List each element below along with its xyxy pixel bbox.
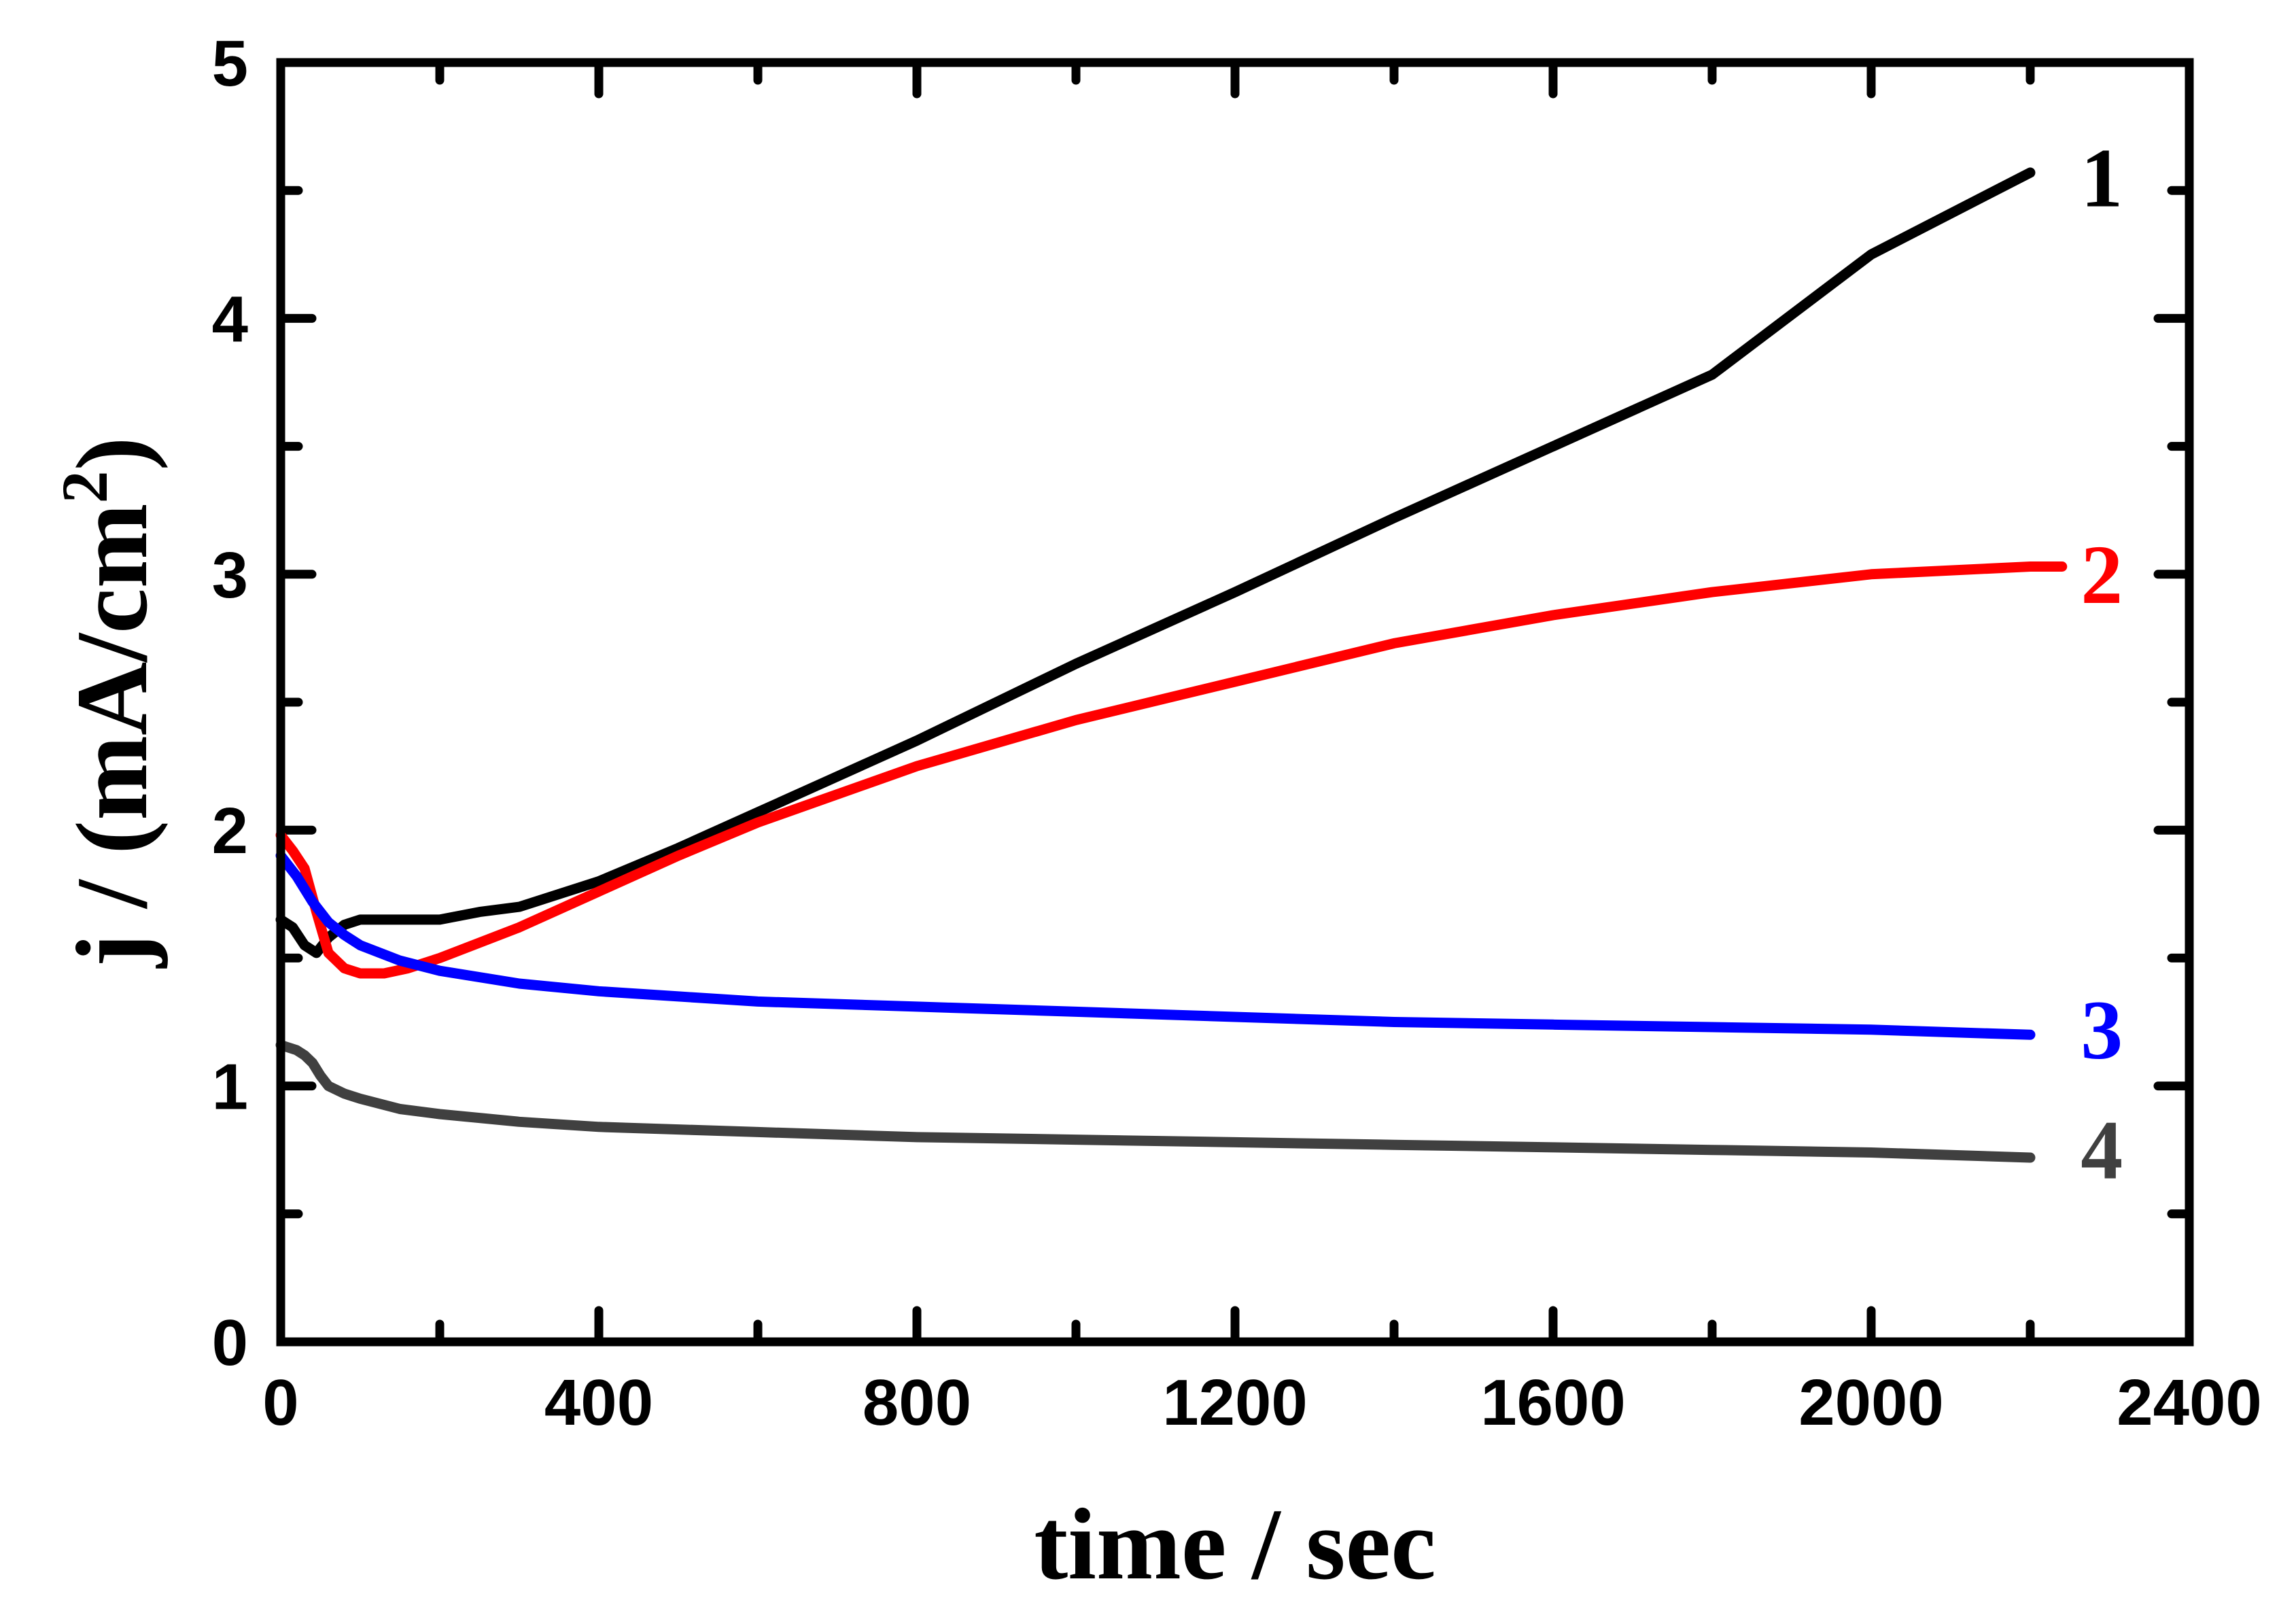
series-line-4 (275, 1039, 2036, 1163)
x-tick-label: 800 (863, 1366, 971, 1439)
series-label-1: 1 (2081, 131, 2123, 224)
y-axis-title-main: j / (mA/cm (56, 503, 169, 969)
x-tick-label: 400 (544, 1366, 653, 1439)
series-label-4: 4 (2081, 1104, 2123, 1197)
x-tick-label: 2000 (1798, 1366, 1944, 1439)
y-tick-label: 4 (212, 283, 248, 356)
y-axis-title-close: ) (56, 436, 169, 470)
y-axis-title: j / (mA/cm2) (48, 436, 169, 969)
x-tick-label: 1600 (1480, 1366, 1626, 1439)
y-axis-title-superscript: 2 (48, 470, 121, 503)
x-tick-label: 2400 (2117, 1366, 2262, 1439)
series-labels: 1 2 3 4 (2081, 131, 2123, 1196)
series-label-2: 2 (2081, 528, 2123, 621)
x-axis-title: time / sec (1034, 1488, 1436, 1601)
x-tick-label: 0 (262, 1366, 298, 1439)
plot-frame (276, 58, 2194, 1347)
y-tick-label: 3 (212, 539, 248, 612)
y-tick-label: 5 (212, 27, 248, 100)
y-tick-label: 1 (212, 1051, 248, 1124)
series-line-3 (275, 850, 2036, 1040)
x-tick-label: 1200 (1162, 1366, 1308, 1439)
series-line-2 (275, 561, 2068, 979)
axis-tick-labels: 0 400 800 1200 1600 2000 2400 0 1 2 3 4 5 (212, 27, 2262, 1439)
series-label-3: 3 (2081, 984, 2123, 1077)
series-lines (275, 167, 2068, 1163)
y-tick-label: 0 (212, 1306, 248, 1379)
y-tick-label: 2 (212, 795, 248, 867)
